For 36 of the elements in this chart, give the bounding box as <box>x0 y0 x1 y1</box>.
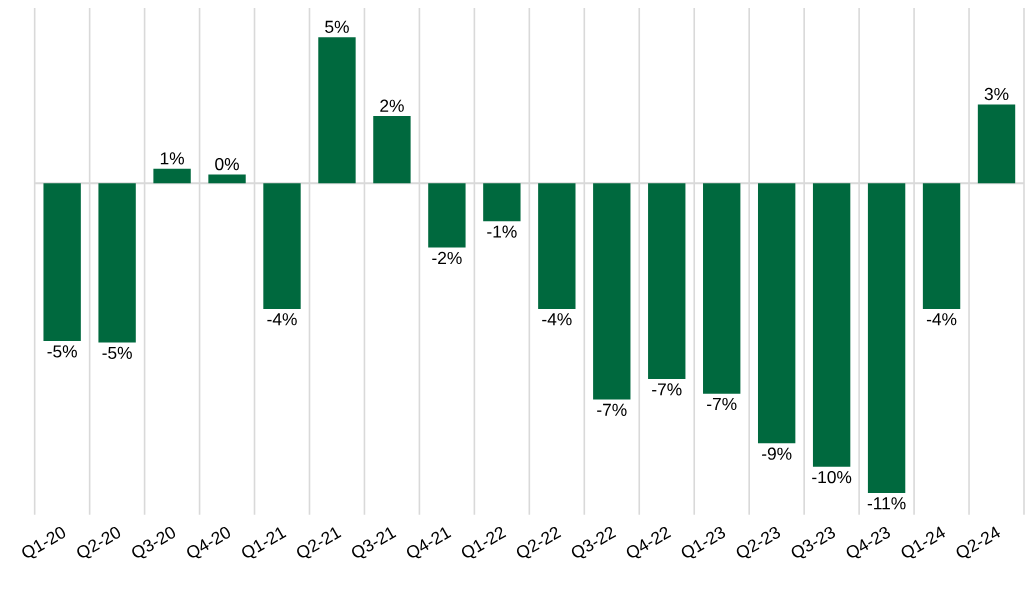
bar <box>867 183 906 494</box>
bar <box>98 183 136 343</box>
data-label: -9% <box>762 447 792 461</box>
bar <box>703 183 741 394</box>
data-label: 2% <box>380 99 404 112</box>
data-label: 1% <box>160 152 184 165</box>
bar <box>373 116 411 184</box>
bar <box>648 183 686 380</box>
bar <box>483 183 521 222</box>
bar <box>43 183 81 342</box>
bar <box>318 37 356 184</box>
data-label: -1% <box>487 225 517 238</box>
bar <box>263 183 301 310</box>
data-label: 3% <box>984 88 1009 101</box>
bar <box>428 183 466 248</box>
data-label: -7% <box>707 398 737 411</box>
bar <box>208 174 246 184</box>
data-label: 5% <box>325 20 349 34</box>
data-label: -10% <box>812 471 852 484</box>
data-label: -4% <box>926 313 957 326</box>
bar <box>812 183 851 467</box>
data-label: -5% <box>47 345 77 358</box>
data-label: -5% <box>102 346 132 360</box>
data-label: -2% <box>432 251 462 265</box>
bar <box>757 183 796 444</box>
data-label: -7% <box>652 383 682 396</box>
data-label: 0% <box>215 158 239 171</box>
bar <box>922 183 961 310</box>
data-label: -4% <box>267 313 297 326</box>
bar <box>977 104 1016 184</box>
bar <box>153 168 191 184</box>
data-label: -11% <box>867 497 906 510</box>
data-label: -7% <box>597 403 627 417</box>
data-label: -4% <box>542 313 572 326</box>
bar <box>538 183 576 310</box>
bar <box>593 183 631 400</box>
